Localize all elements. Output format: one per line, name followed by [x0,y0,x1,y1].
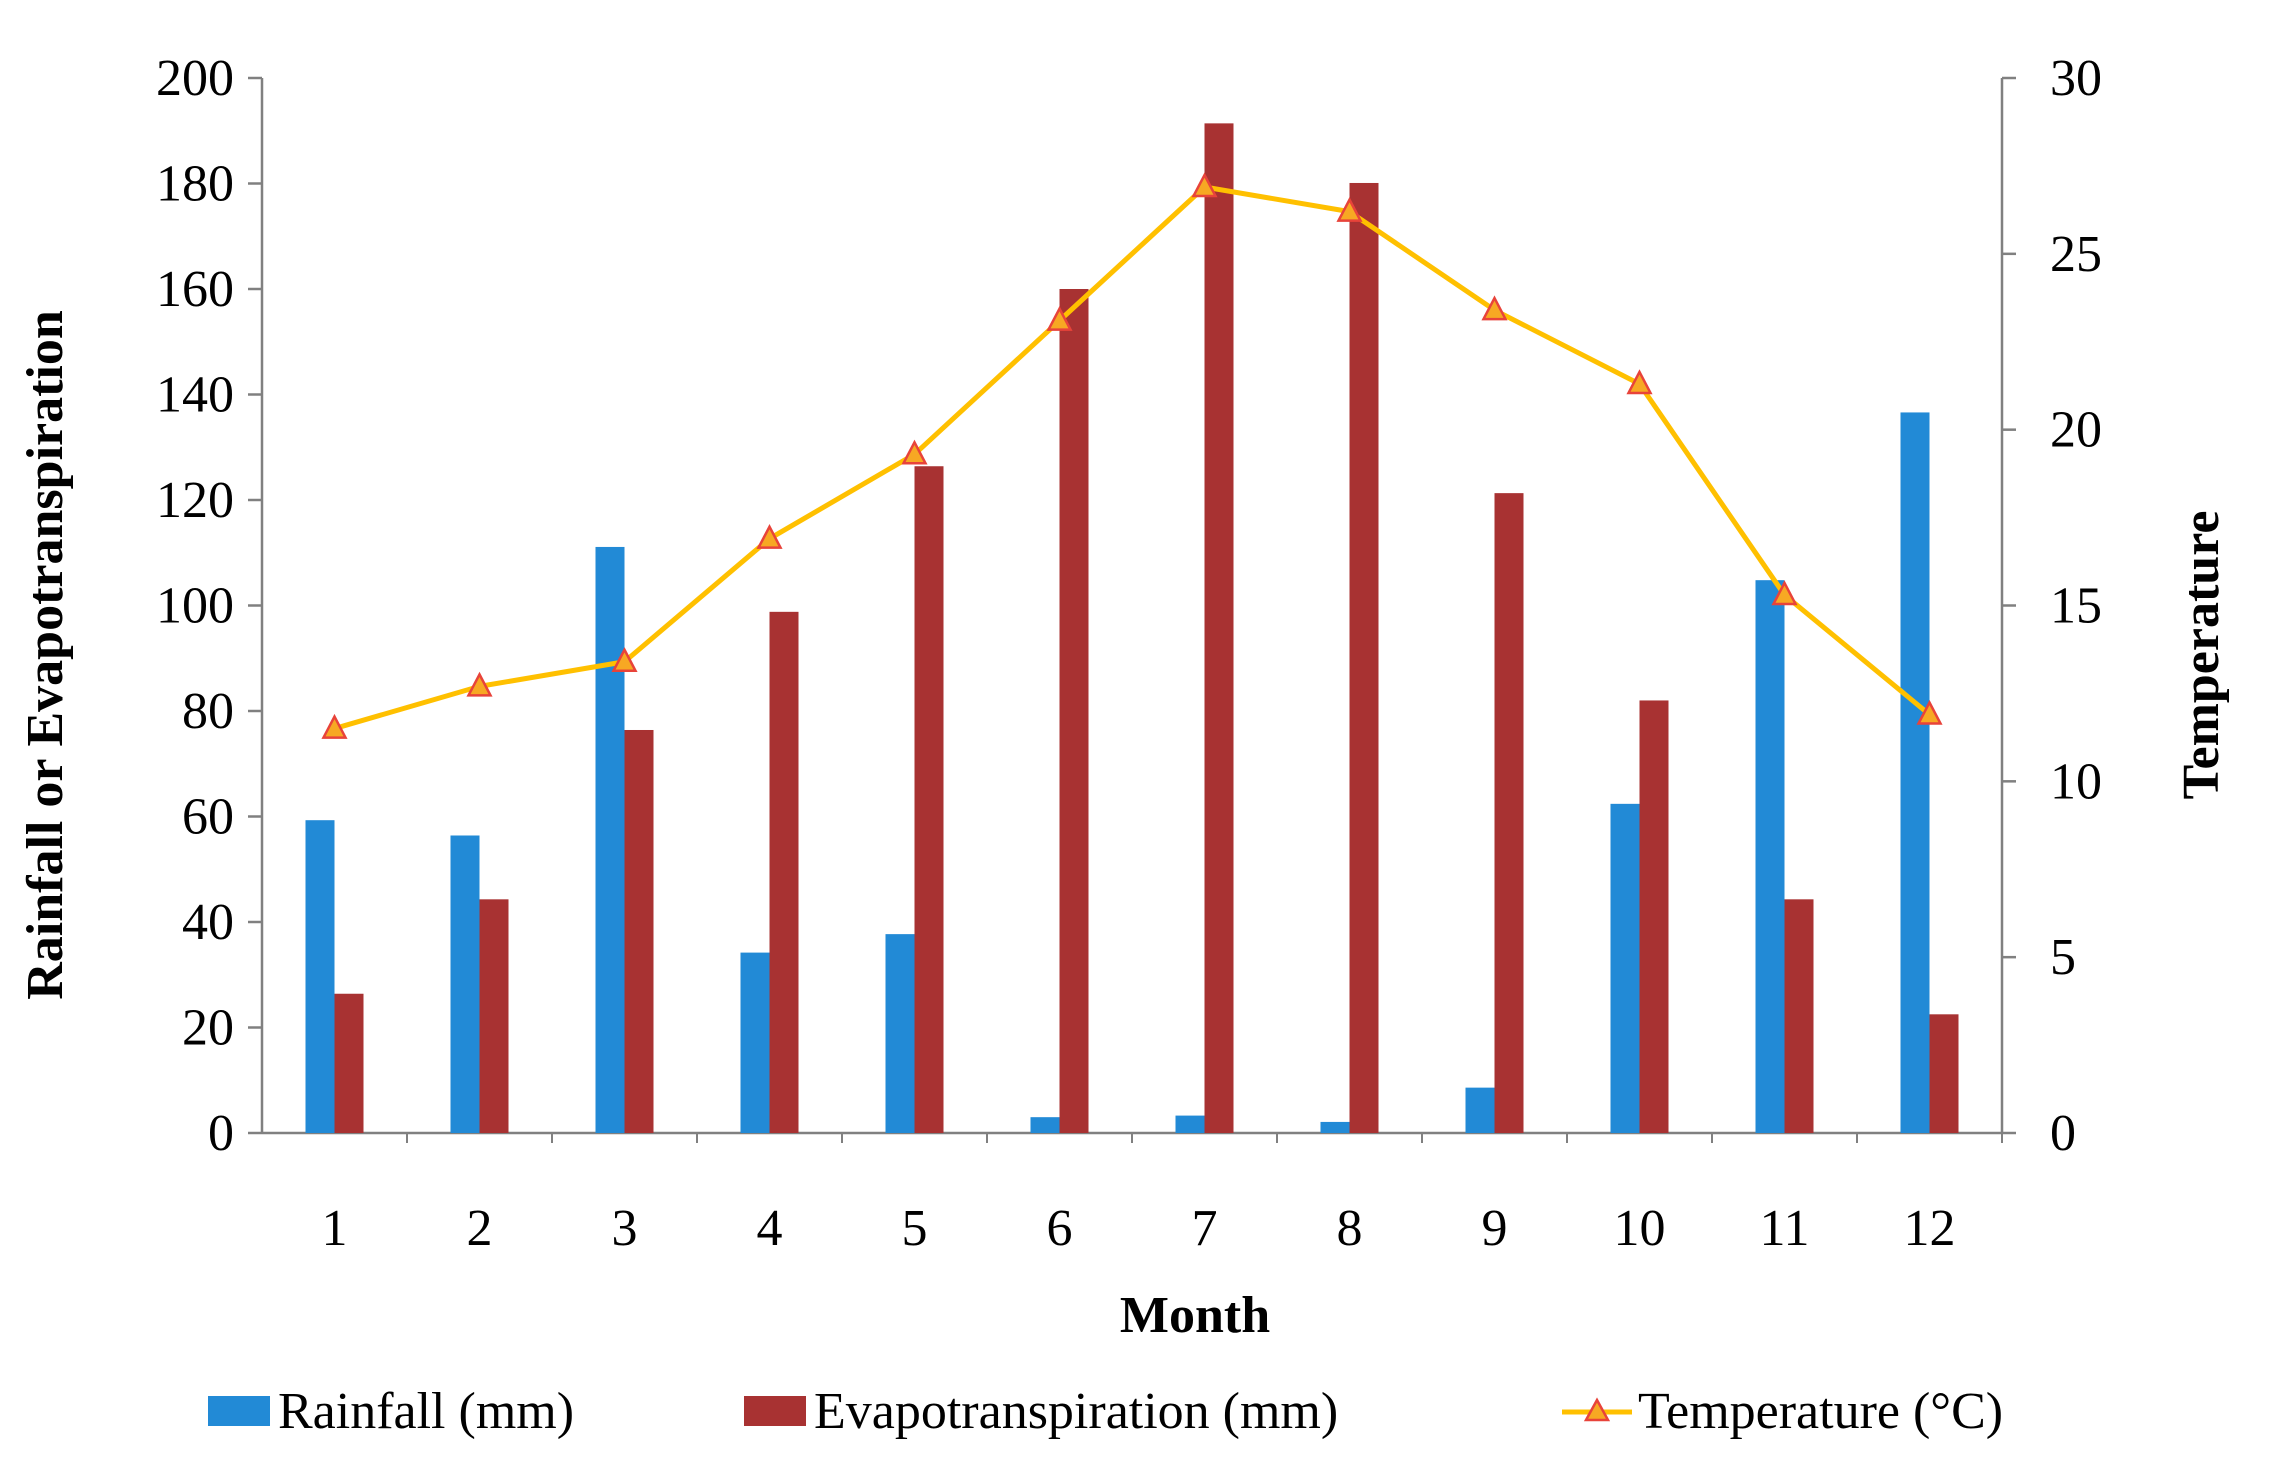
bar-rainfall [740,952,770,1133]
bar-rainfall [885,934,915,1133]
bar-evapotranspiration [1349,182,1379,1133]
bar-rainfall [595,546,625,1133]
bar-evapotranspiration [1784,899,1814,1133]
y2-tick-label: 30 [2050,50,2102,107]
legend-label-temperature: Temperature (°C) [1638,1383,2003,1440]
point-temperature [1626,369,1653,395]
bar-evapotranspiration [1639,700,1669,1133]
bar-evapotranspiration [769,611,799,1133]
bar-rainfall [1465,1087,1495,1133]
bar-rainfall [1030,1117,1060,1133]
x-tick-label: 2 [467,1200,493,1257]
y2-tick-label: 25 [2050,226,2102,283]
legend-marker-temperature [1583,1397,1611,1422]
bar-rainfall [305,820,335,1133]
x-tick-label: 8 [1337,1200,1363,1257]
y-tick-label: 80 [182,683,234,740]
y-tick-label: 120 [156,472,234,529]
x-tick-label: 4 [757,1200,783,1257]
x-tick-label: 1 [322,1200,348,1257]
bar-rainfall [1175,1115,1205,1133]
x-tick-label: 12 [1904,1200,1956,1257]
bar-evapotranspiration [914,466,944,1133]
bar-rainfall [1755,580,1785,1133]
bar-evapotranspiration [1929,1014,1959,1133]
legend: Rainfall (mm) Evapotranspiration (mm) Te… [208,1383,2003,1440]
legend-label-evapotranspiration: Evapotranspiration (mm) [814,1383,1338,1440]
y2-tick-label: 5 [2050,929,2076,986]
bar-evapotranspiration [1204,123,1234,1134]
y-tick-label: 20 [182,1000,234,1057]
y2-tick-label: 20 [2050,402,2102,459]
x-tick-label: 6 [1047,1200,1073,1257]
bar-evapotranspiration [1494,493,1524,1134]
x-tick-label: 5 [902,1200,928,1257]
point-temperature [321,713,348,739]
bar-evapotranspiration [1059,289,1089,1133]
point-temperature [1336,196,1363,222]
legend-label-rainfall: Rainfall (mm) [278,1383,574,1440]
x-axis-title: Month [1120,1287,1270,1344]
legend-swatch-rainfall [208,1396,270,1426]
y-tick-label: 60 [182,789,234,846]
point-temperature [1046,305,1073,331]
point-temperature [611,647,638,673]
point-temperature [1771,580,1798,606]
bar-rainfall [1900,412,1930,1133]
x-tick-label: 10 [1614,1200,1666,1257]
line-temperature [333,184,1932,731]
x-tick-label: 7 [1192,1200,1218,1257]
y2-tick-label: 15 [2050,578,2102,635]
bar-rainfall [1610,803,1640,1133]
point-temperature [756,523,783,549]
bar-rainfall [450,835,480,1133]
y-tick-label: 200 [156,50,234,107]
y-axis-title: Rainfall or Evapotranspiration [17,310,74,1000]
plot-area: 0204060801001201401601802000510152025301… [156,50,2102,1257]
x-tick-label: 9 [1482,1200,1508,1257]
y2-tick-label: 0 [2050,1105,2076,1162]
point-temperature [466,671,493,697]
y-tick-label: 180 [156,156,234,213]
point-temperature [1191,172,1218,198]
legend-swatch-evapotranspiration [744,1396,806,1426]
y-tick-label: 100 [156,578,234,635]
y2-axis-title: Temperature [2173,511,2230,800]
bar-rainfall [1320,1121,1350,1133]
y-tick-label: 140 [156,367,234,424]
point-temperature [1916,699,1943,725]
bar-evapotranspiration [624,729,654,1133]
x-tick-label: 11 [1759,1200,1809,1257]
y-tick-label: 0 [208,1105,234,1162]
y2-tick-label: 10 [2050,753,2102,810]
y-tick-label: 40 [182,894,234,951]
point-temperature [901,439,928,465]
point-temperature [1481,295,1508,321]
bar-evapotranspiration [334,993,364,1133]
y-tick-label: 160 [156,261,234,318]
bar-evapotranspiration [479,899,509,1133]
x-tick-label: 3 [612,1200,638,1257]
